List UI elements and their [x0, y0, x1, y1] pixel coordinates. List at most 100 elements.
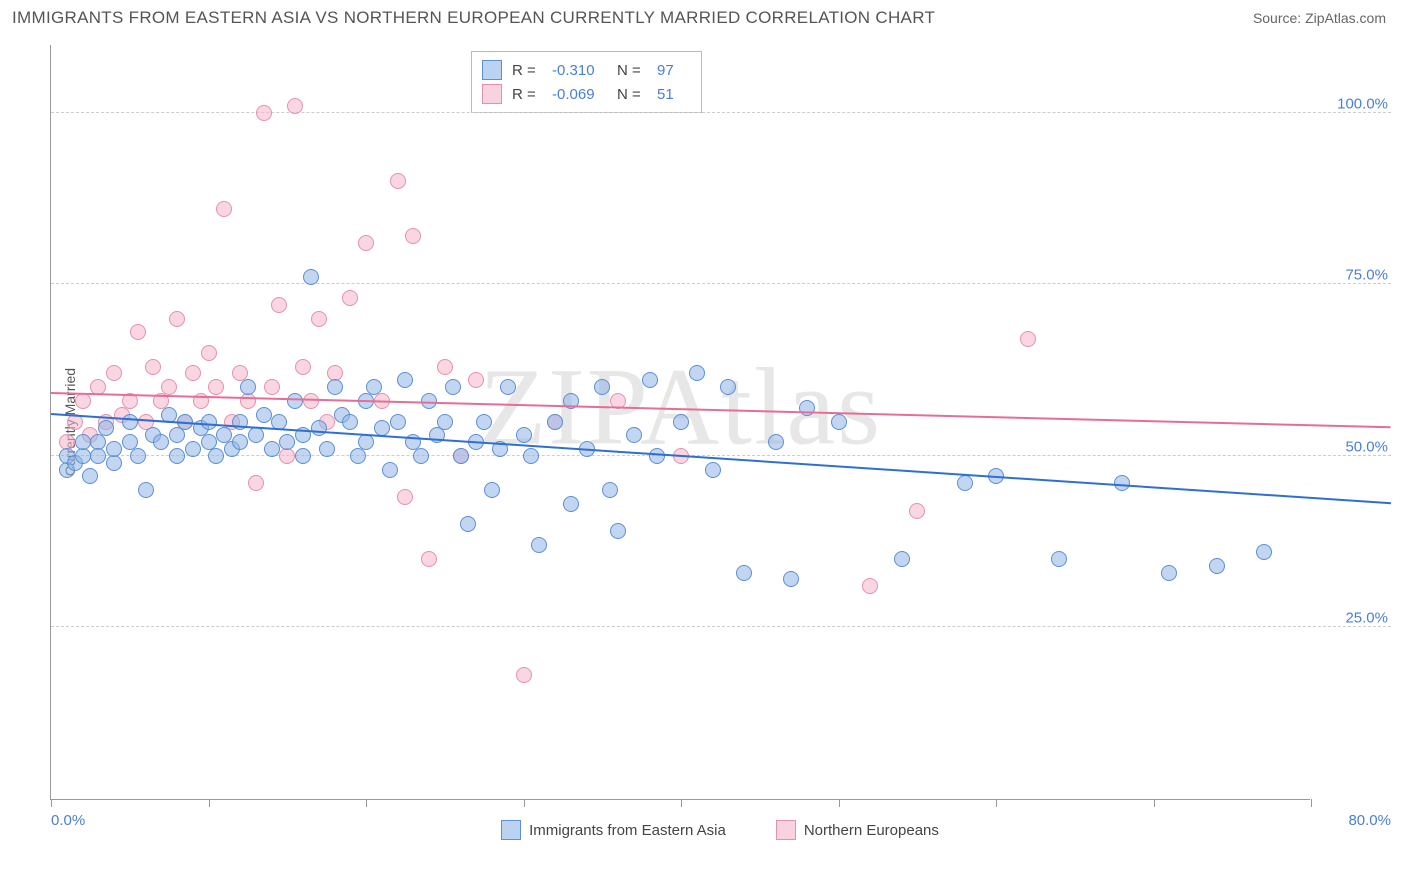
- swatch-pink-icon: [482, 84, 502, 104]
- data-point: [169, 311, 185, 327]
- data-point: [342, 290, 358, 306]
- data-point: [256, 407, 272, 423]
- legend-label-pink: Northern Europeans: [804, 822, 939, 839]
- data-point: [547, 414, 563, 430]
- data-point: [649, 448, 665, 464]
- data-point: [516, 667, 532, 683]
- data-point: [768, 434, 784, 450]
- data-point: [957, 475, 973, 491]
- data-point: [390, 414, 406, 430]
- data-point: [413, 448, 429, 464]
- data-point: [145, 359, 161, 375]
- data-point: [720, 379, 736, 395]
- data-point: [130, 324, 146, 340]
- data-point: [264, 379, 280, 395]
- data-point: [673, 414, 689, 430]
- data-point: [185, 365, 201, 381]
- data-point: [523, 448, 539, 464]
- data-point: [862, 578, 878, 594]
- plot-area: ZIPAtlas Currently Married R = -0.310 N …: [50, 45, 1310, 800]
- y-tick-label: 75.0%: [1345, 267, 1388, 284]
- stats-row-blue: R = -0.310 N = 97: [482, 58, 687, 82]
- data-point: [279, 434, 295, 450]
- source-attribution: Source: ZipAtlas.com: [1253, 10, 1386, 26]
- legend-item-pink: Northern Europeans: [776, 820, 939, 840]
- data-point: [516, 427, 532, 443]
- data-point: [303, 393, 319, 409]
- data-point: [563, 496, 579, 512]
- data-point: [295, 448, 311, 464]
- data-point: [397, 372, 413, 388]
- n-label: N =: [617, 86, 647, 103]
- gridline: [51, 626, 1391, 627]
- data-point: [1256, 544, 1272, 560]
- data-point: [201, 414, 217, 430]
- data-point: [208, 379, 224, 395]
- data-point: [303, 269, 319, 285]
- data-point: [240, 393, 256, 409]
- r-value-pink: -0.069: [552, 86, 607, 103]
- data-point: [287, 98, 303, 114]
- data-point: [106, 365, 122, 381]
- gridline: [51, 283, 1391, 284]
- data-point: [366, 379, 382, 395]
- data-point: [295, 359, 311, 375]
- data-point: [382, 462, 398, 478]
- data-point: [468, 372, 484, 388]
- data-point: [500, 379, 516, 395]
- data-point: [169, 427, 185, 443]
- data-point: [122, 414, 138, 430]
- n-value-blue: 97: [657, 62, 687, 79]
- r-value-blue: -0.310: [552, 62, 607, 79]
- x-tick: [209, 799, 210, 807]
- data-point: [437, 414, 453, 430]
- data-point: [130, 448, 146, 464]
- data-point: [831, 414, 847, 430]
- correlation-stats-box: R = -0.310 N = 97 R = -0.069 N = 51: [471, 51, 702, 113]
- data-point: [232, 434, 248, 450]
- data-point: [1020, 331, 1036, 347]
- data-point: [279, 448, 295, 464]
- data-point: [169, 448, 185, 464]
- data-point: [342, 414, 358, 430]
- data-point: [138, 482, 154, 498]
- data-point: [390, 173, 406, 189]
- data-point: [358, 235, 374, 251]
- x-tick: [51, 799, 52, 807]
- data-point: [98, 420, 114, 436]
- data-point: [248, 427, 264, 443]
- r-label: R =: [512, 86, 542, 103]
- x-tick: [681, 799, 682, 807]
- n-label: N =: [617, 62, 647, 79]
- data-point: [1161, 565, 1177, 581]
- data-point: [610, 523, 626, 539]
- data-point: [287, 393, 303, 409]
- data-point: [208, 448, 224, 464]
- data-point: [405, 228, 421, 244]
- legend-item-blue: Immigrants from Eastern Asia: [501, 820, 726, 840]
- x-tick: [1154, 799, 1155, 807]
- y-tick-label: 25.0%: [1345, 610, 1388, 627]
- data-point: [185, 441, 201, 457]
- swatch-blue-icon: [482, 60, 502, 80]
- chart-header: IMMIGRANTS FROM EASTERN ASIA VS NORTHERN…: [0, 0, 1406, 32]
- swatch-blue-icon: [501, 820, 521, 840]
- trendline: [51, 392, 1391, 428]
- y-tick-label: 50.0%: [1345, 438, 1388, 455]
- data-point: [642, 372, 658, 388]
- data-point: [216, 201, 232, 217]
- data-point: [75, 393, 91, 409]
- data-point: [626, 427, 642, 443]
- data-point: [531, 537, 547, 553]
- data-point: [319, 441, 335, 457]
- scatter-chart: ZIPAtlas Currently Married R = -0.310 N …: [50, 45, 1390, 800]
- data-point: [106, 441, 122, 457]
- data-point: [437, 359, 453, 375]
- data-point: [909, 503, 925, 519]
- data-point: [82, 468, 98, 484]
- data-point: [476, 414, 492, 430]
- data-point: [240, 379, 256, 395]
- data-point: [75, 434, 91, 450]
- data-point: [894, 551, 910, 567]
- r-label: R =: [512, 62, 542, 79]
